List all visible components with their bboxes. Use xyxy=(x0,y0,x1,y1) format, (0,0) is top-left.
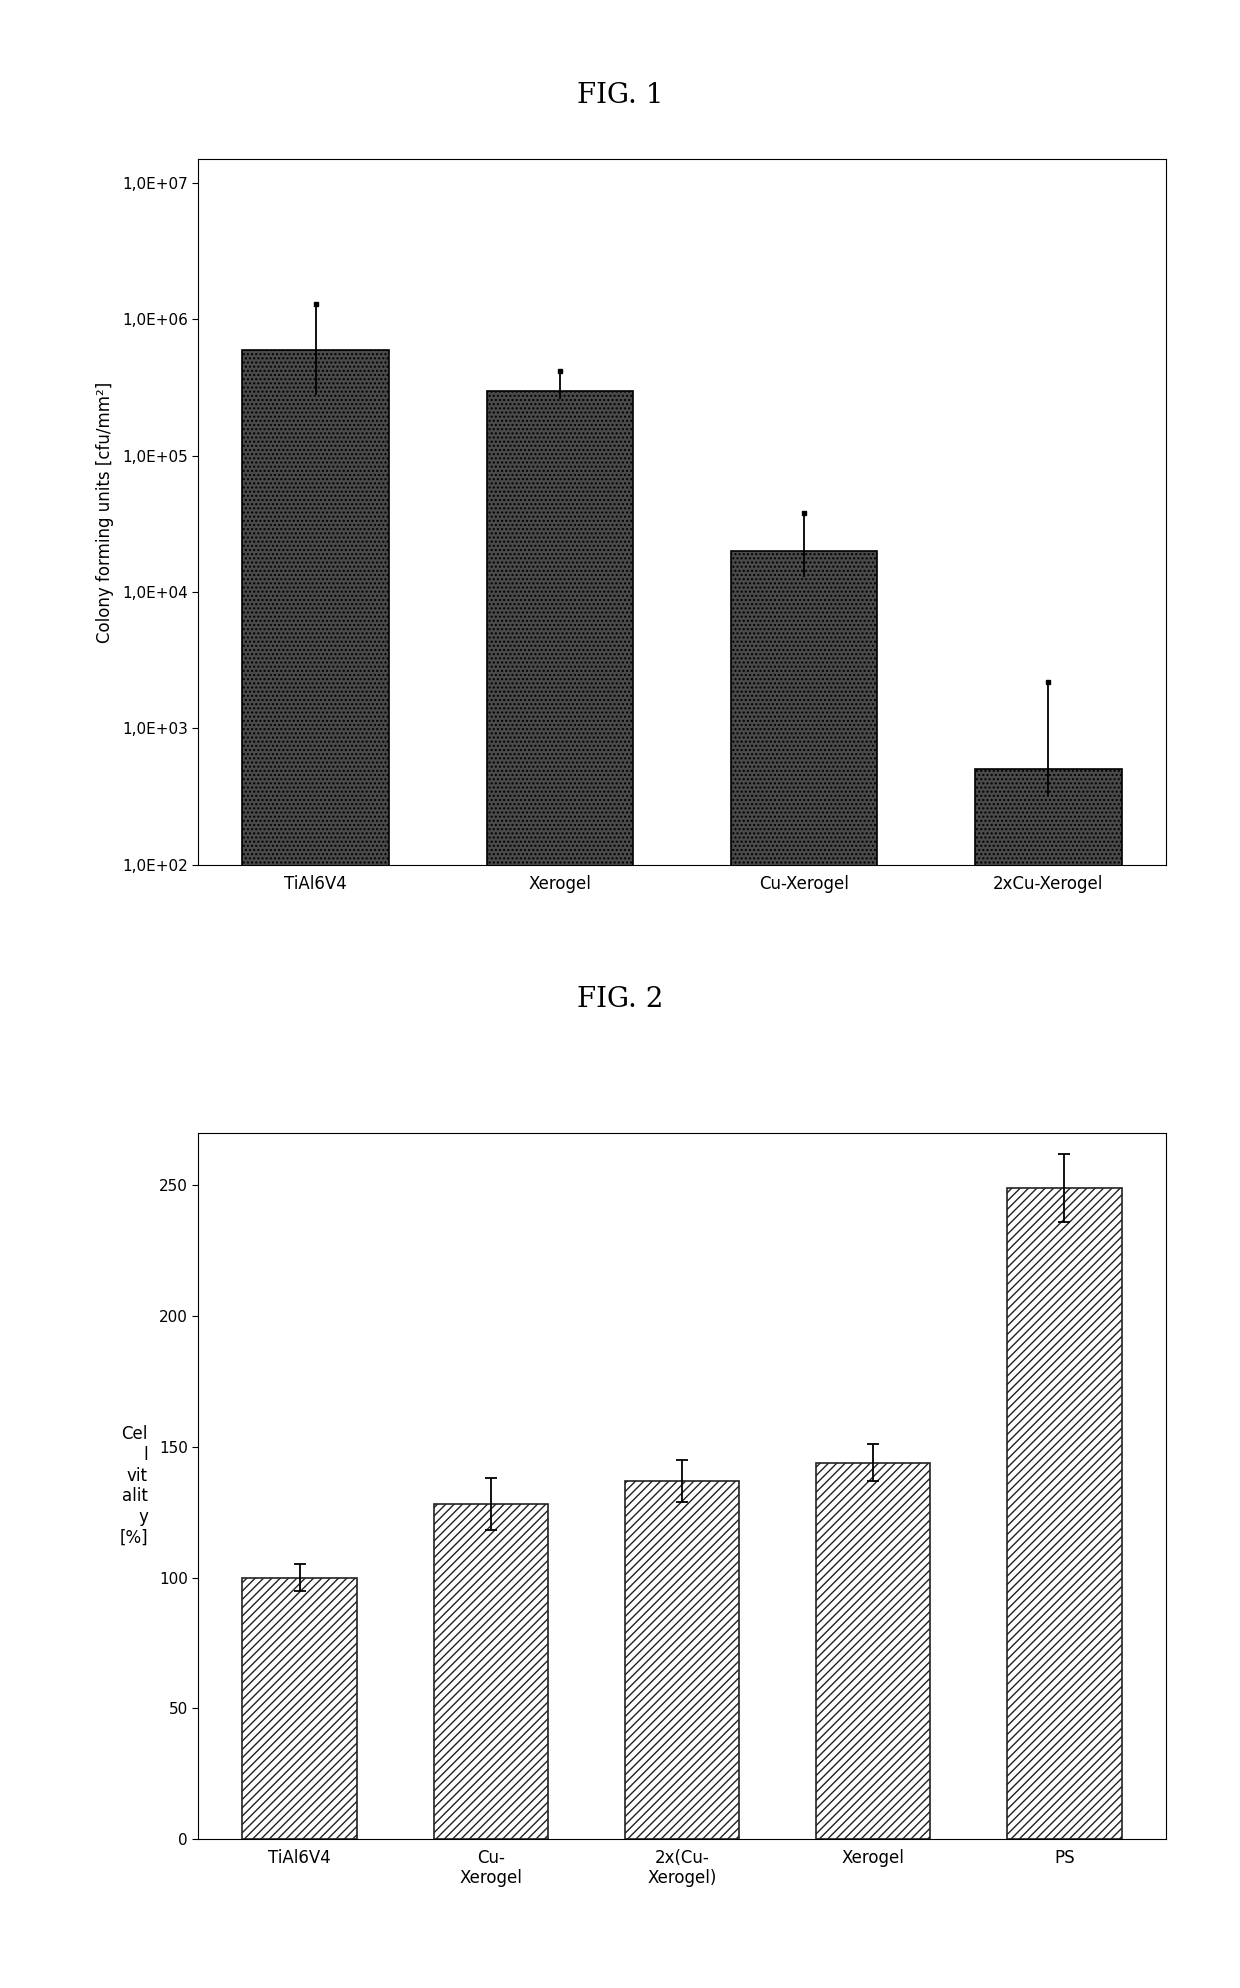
Y-axis label: Cel
l
vit
alit
y
[%]: Cel l vit alit y [%] xyxy=(119,1425,148,1547)
Y-axis label: Colony forming units [cfu/mm²]: Colony forming units [cfu/mm²] xyxy=(95,382,114,642)
Bar xyxy=(486,392,634,1988)
Bar xyxy=(242,1578,357,1839)
Bar xyxy=(816,1463,930,1839)
Bar xyxy=(975,769,1122,1988)
Text: FIG. 2: FIG. 2 xyxy=(577,986,663,1014)
Bar xyxy=(730,551,878,1988)
Bar xyxy=(242,350,389,1988)
Bar xyxy=(625,1481,739,1839)
Bar xyxy=(434,1505,548,1839)
Text: FIG. 1: FIG. 1 xyxy=(577,82,663,109)
Bar xyxy=(1007,1189,1122,1839)
